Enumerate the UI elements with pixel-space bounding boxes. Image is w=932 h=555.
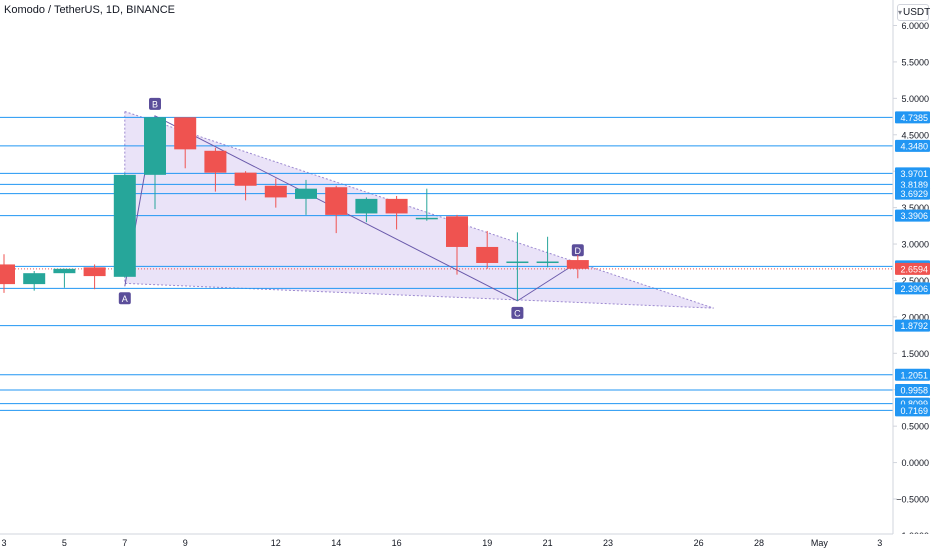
time-tick-label: 7 [122,538,127,548]
time-tick-label: 3 [877,538,882,548]
level-price-badge [895,282,930,295]
level-price-label: 4.3480 [900,141,928,151]
price-tick-label: 1.5000 [901,349,929,359]
level-price-badge [895,404,930,417]
level-labels-layer: 4.73854.34803.97013.81893.69293.39062.69… [895,111,930,417]
level-price-label: 3.9701 [900,169,928,179]
price-tick-label: 5.0000 [901,94,929,104]
pattern-point-a-label: A [122,294,128,304]
price-axis-background [893,0,932,550]
candle-body[interactable] [385,198,408,214]
candle-body[interactable] [0,264,15,285]
chart-title: Komodo / TetherUS, 1D, BINANCE [4,4,175,16]
level-price-badge [895,178,930,191]
candle-body[interactable] [446,216,468,247]
chevron-down-icon: ▾ [898,8,903,17]
level-price-label: 0.8099 [900,399,928,409]
candle-body[interactable] [415,217,438,220]
level-price-label: 0.7169 [900,406,928,416]
candle-body[interactable] [355,198,378,214]
pattern-point-d-label: D [575,246,582,256]
time-tick-label: 5 [62,538,67,548]
level-price-label: 3.8189 [900,180,928,190]
time-tick-label: 28 [754,538,764,548]
candle-body[interactable] [53,268,76,274]
price-tick-label: −0.5000 [896,495,929,505]
price-tick-label: 6.0000 [901,21,929,31]
triangle-pattern-layer [124,110,714,309]
price-tick-label: 0.0000 [901,458,929,468]
time-tick-label: 21 [543,538,553,548]
current-price-label: 2.6594 [900,264,928,274]
level-price-label: 3.3906 [900,211,928,221]
price-tick-label: 2.5000 [901,276,929,286]
price-tick-label: 4.5000 [901,130,929,140]
pattern-point-b-badge[interactable] [149,97,161,110]
pattern-point-c-badge[interactable] [511,306,524,319]
candle-body[interactable] [476,246,499,263]
currency-button-label: USDT [903,7,931,18]
time-tick-label: 14 [331,538,341,548]
price-tick-label: 3.5000 [901,203,929,213]
time-tick-label: 9 [183,538,188,548]
candle-body[interactable] [325,187,348,215]
pattern-point-c-label: C [514,308,521,318]
candle-body[interactable] [23,273,46,285]
level-price-badge [895,111,930,124]
candle-body[interactable] [174,117,197,150]
candle-body[interactable] [204,150,227,173]
triangle-pattern[interactable] [124,110,714,309]
currency-button[interactable]: ▾USDT [897,4,931,21]
time-tick-label: 16 [392,538,402,548]
level-price-badge [895,368,930,381]
candle-body[interactable] [113,174,136,277]
current-price-badge [895,262,930,275]
level-price-label: 1.8792 [900,321,928,331]
pattern-point-a-badge[interactable] [118,292,131,305]
time-tick-label: 3 [1,538,6,548]
candle-body[interactable] [264,185,287,198]
level-price-badge [895,319,930,332]
price-axis-layer: 6.00005.50005.00004.50004.00003.50003.00… [892,0,932,550]
level-price-label: 2.3906 [900,284,928,294]
candle-body[interactable] [506,261,529,264]
pattern-point-d-badge[interactable] [571,244,584,257]
time-tick-label: 26 [694,538,704,548]
level-price-label: 0.9958 [900,386,928,396]
candle-body[interactable] [234,172,257,186]
candles-layer [0,117,589,301]
time-tick-label: 23 [603,538,613,548]
candle-body[interactable] [295,188,317,199]
price-tick-label: 0.5000 [901,422,929,432]
level-price-badge [895,139,930,152]
level-price-label: 3.6929 [900,189,928,199]
candle-body[interactable] [536,261,559,264]
candle-body[interactable] [566,260,589,269]
price-tick-label: 5.5000 [901,57,929,67]
time-tick-label: 12 [271,538,281,548]
time-tick-label: 19 [482,538,492,548]
level-price-badge [895,384,930,397]
candle-body[interactable] [144,117,166,175]
level-price-label: 4.7385 [900,113,928,123]
level-price-badge [895,187,930,200]
level-price-badge [895,167,930,180]
price-tick-label: 2.0000 [901,312,929,322]
time-tick-label: May [811,538,829,548]
level-price-badge [895,209,930,222]
time-axis-background [0,534,932,550]
candle-body[interactable] [83,267,106,277]
level-price-label: 1.2051 [900,370,928,380]
time-axis-layer: 3 5 7 9 12 14 16 19 21 23 26 28 May 3 [0,533,932,550]
pattern-point-b-label: B [152,99,158,109]
price-tick-label: 3.0000 [901,240,929,250]
